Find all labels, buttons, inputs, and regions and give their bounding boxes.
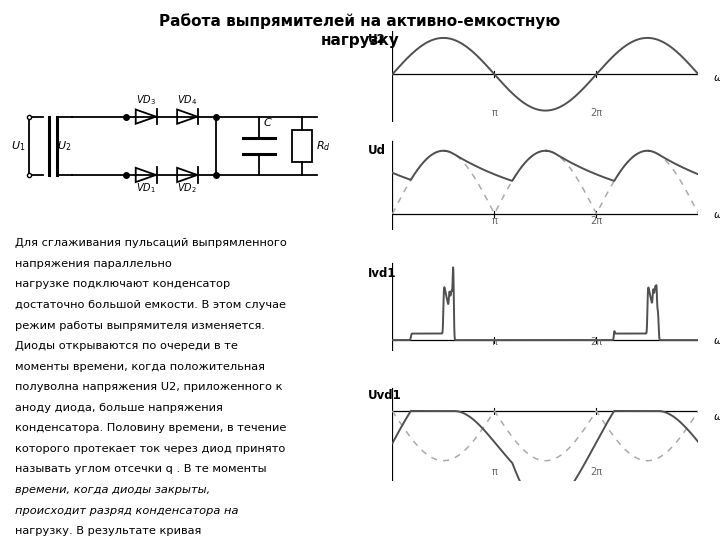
Text: ωt: ωt	[714, 210, 720, 220]
Text: Ud: Ud	[368, 144, 386, 158]
Text: Uvd1: Uvd1	[368, 389, 402, 402]
Text: π: π	[492, 215, 498, 226]
Text: π: π	[492, 337, 498, 347]
Text: $VD_4$: $VD_4$	[177, 93, 197, 107]
Text: происходит разряд конденсатора на: происходит разряд конденсатора на	[14, 505, 238, 516]
Text: называть углом отсечки q . В те моменты: называть углом отсечки q . В те моменты	[14, 464, 266, 475]
Text: $C$: $C$	[263, 116, 273, 129]
Text: $VD_3$: $VD_3$	[136, 93, 156, 107]
Text: π: π	[492, 467, 498, 477]
Text: π: π	[492, 107, 498, 118]
Text: конденсатора. Половину времени, в течение: конденсатора. Половину времени, в течени…	[14, 423, 286, 433]
Text: полуволна напряжения U2, приложенного к: полуволна напряжения U2, приложенного к	[14, 382, 282, 392]
Bar	[292, 130, 312, 162]
Text: времени, когда диоды закрыты,: времени, когда диоды закрыты,	[14, 485, 210, 495]
Text: U2: U2	[368, 32, 386, 46]
Text: режим работы выпрямителя изменяется.: режим работы выпрямителя изменяется.	[14, 321, 264, 330]
Text: которого протекает ток через диод принято: которого протекает ток через диод принят…	[14, 444, 285, 454]
Text: 2π: 2π	[590, 107, 603, 118]
Text: $R_d$: $R_d$	[316, 139, 330, 153]
Text: $VD_2$: $VD_2$	[177, 181, 197, 195]
Text: Для сглаживания пульсаций выпрямленного: Для сглаживания пульсаций выпрямленного	[14, 238, 287, 248]
Text: ωt: ωt	[714, 336, 720, 346]
Text: Работа выпрямителей на активно-емкостную
нагрузку: Работа выпрямителей на активно-емкостную…	[159, 14, 561, 48]
Text: 2π: 2π	[590, 215, 603, 226]
Text: нагрузке подключают конденсатор: нагрузке подключают конденсатор	[14, 279, 230, 289]
Text: 2π: 2π	[590, 337, 603, 347]
Text: Ivd1: Ivd1	[368, 267, 397, 280]
Text: $VD_1$: $VD_1$	[136, 181, 156, 195]
Text: аноду диода, больше напряжения: аноду диода, больше напряжения	[14, 403, 222, 413]
Text: ωt: ωt	[714, 73, 720, 83]
Text: Диоды открываются по очереди в те: Диоды открываются по очереди в те	[14, 341, 238, 351]
Text: нагрузку. В результате кривая: нагрузку. В результате кривая	[14, 526, 201, 536]
Text: напряжения параллельно: напряжения параллельно	[14, 259, 171, 269]
Text: ωt: ωt	[714, 411, 720, 422]
Text: 2π: 2π	[590, 467, 603, 477]
Text: достаточно большой емкости. В этом случае: достаточно большой емкости. В этом случа…	[14, 300, 286, 310]
Text: $U_2$: $U_2$	[57, 139, 71, 153]
Text: $U_1$: $U_1$	[11, 139, 25, 153]
Text: моменты времени, когда положительная: моменты времени, когда положительная	[14, 362, 264, 372]
